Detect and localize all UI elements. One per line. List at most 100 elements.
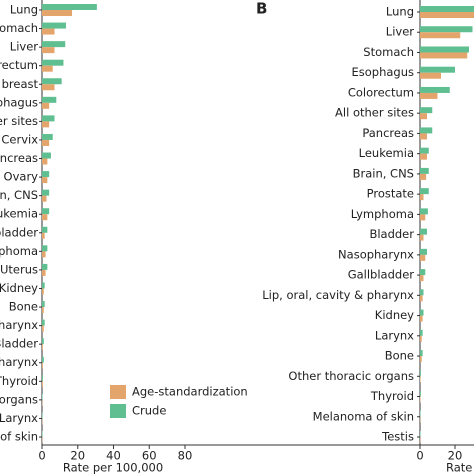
bar bbox=[420, 335, 422, 342]
bar bbox=[42, 269, 46, 276]
bar bbox=[42, 59, 64, 66]
bar bbox=[420, 133, 427, 140]
bar bbox=[42, 208, 50, 215]
bar bbox=[420, 12, 474, 18]
bar bbox=[42, 115, 55, 122]
x-tick-label: 0 bbox=[38, 449, 45, 463]
bar bbox=[42, 338, 44, 345]
category-label: Larynx bbox=[375, 328, 414, 342]
category-label: Gallbladder bbox=[348, 268, 415, 282]
x-tick-label: 20 bbox=[70, 449, 85, 463]
bar bbox=[42, 78, 62, 85]
bar bbox=[420, 234, 424, 241]
bar bbox=[42, 84, 55, 91]
category-label: Colorectum bbox=[348, 85, 414, 99]
legend-swatch bbox=[110, 404, 126, 418]
category-label: Testis bbox=[381, 430, 414, 444]
category-label: Ovary bbox=[4, 170, 39, 184]
bar bbox=[42, 47, 55, 54]
bar bbox=[42, 325, 44, 332]
bar bbox=[42, 263, 48, 270]
category-label: e breast bbox=[0, 77, 38, 91]
bar bbox=[42, 177, 48, 184]
bar bbox=[420, 410, 421, 417]
bar bbox=[42, 139, 50, 146]
bar bbox=[42, 412, 43, 419]
bar bbox=[420, 32, 461, 39]
category-label: Pancreas bbox=[362, 126, 414, 140]
category-label: Uterus bbox=[0, 262, 38, 276]
bar bbox=[420, 254, 426, 261]
category-label: Stomach bbox=[363, 45, 414, 59]
category-label: Bladder bbox=[369, 227, 414, 241]
category-label: organs bbox=[0, 392, 38, 406]
bar bbox=[42, 226, 48, 233]
bar bbox=[420, 46, 469, 53]
bar bbox=[42, 344, 43, 351]
bar bbox=[420, 390, 421, 397]
bar bbox=[420, 127, 433, 134]
category-label: Thyroid bbox=[0, 374, 38, 388]
bar bbox=[420, 188, 429, 195]
legend-label: Age-standardization bbox=[132, 385, 248, 399]
bar bbox=[420, 289, 424, 296]
bar bbox=[420, 329, 423, 336]
bar bbox=[42, 158, 48, 165]
bar bbox=[420, 153, 427, 160]
bar bbox=[420, 26, 473, 33]
bar bbox=[42, 121, 50, 128]
bar bbox=[42, 28, 55, 35]
category-label: Esophagus bbox=[351, 65, 414, 79]
category-label: phoma bbox=[0, 244, 38, 258]
bar bbox=[420, 214, 426, 221]
bar bbox=[420, 376, 421, 383]
category-label: Larynx bbox=[0, 411, 38, 425]
category-label: Cervix bbox=[1, 132, 38, 146]
bar bbox=[42, 288, 44, 295]
bar bbox=[42, 102, 50, 109]
bar bbox=[42, 307, 44, 314]
category-label: ther sites bbox=[0, 114, 38, 128]
x-axis-label: Rate per 100,000 bbox=[63, 461, 163, 474]
category-label: Liver bbox=[386, 25, 414, 39]
category-label: Kidney bbox=[0, 281, 38, 295]
bar bbox=[42, 232, 45, 239]
bar bbox=[42, 301, 45, 308]
bar bbox=[42, 4, 97, 10]
bar bbox=[420, 6, 474, 12]
bar bbox=[42, 381, 43, 388]
category-label: pharynx bbox=[0, 355, 38, 369]
panel-title: B bbox=[256, 0, 267, 18]
category-label: Thyroid bbox=[370, 389, 414, 403]
bar bbox=[42, 282, 45, 289]
bar bbox=[420, 107, 433, 114]
bar bbox=[42, 189, 50, 196]
category-label: Nasopharynx bbox=[338, 247, 414, 261]
bar bbox=[42, 393, 43, 400]
bar bbox=[420, 173, 427, 180]
x-tick-label: 80 bbox=[178, 449, 193, 463]
bar bbox=[420, 194, 424, 201]
category-label: Bladder bbox=[0, 337, 38, 351]
bar bbox=[42, 96, 57, 103]
category-label: ukemia bbox=[0, 207, 38, 221]
category-label: ancreas bbox=[0, 151, 38, 165]
legend-label: Crude bbox=[132, 404, 166, 418]
legend-swatch bbox=[110, 385, 126, 399]
bar bbox=[42, 375, 43, 382]
category-label: Lung bbox=[386, 5, 414, 19]
bar bbox=[42, 195, 47, 202]
bar bbox=[42, 431, 43, 437]
x-tick-label: 0 bbox=[416, 449, 423, 463]
bar bbox=[42, 65, 53, 72]
category-label: tomach bbox=[0, 21, 38, 35]
bar bbox=[420, 295, 423, 302]
category-label: Kidney bbox=[375, 308, 414, 322]
bar bbox=[420, 147, 429, 154]
category-label: ain, CNS bbox=[0, 188, 38, 202]
bar bbox=[42, 41, 66, 48]
bar bbox=[42, 152, 51, 159]
bar bbox=[420, 208, 428, 215]
category-label: Bone bbox=[9, 300, 38, 314]
bar bbox=[420, 309, 424, 316]
